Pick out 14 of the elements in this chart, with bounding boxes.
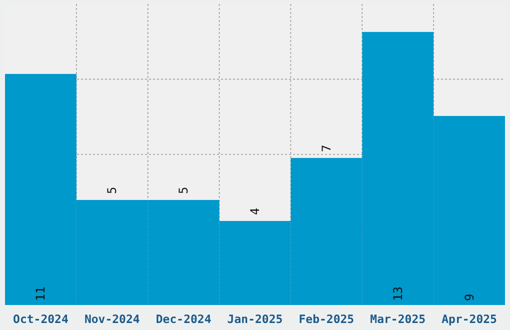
x-tick-label: Jan-2025 bbox=[227, 312, 283, 326]
data-label: 11 bbox=[34, 286, 48, 301]
x-tick-label: Feb-2025 bbox=[298, 312, 354, 326]
data-label: 5 bbox=[176, 186, 191, 194]
data-label: 7 bbox=[319, 144, 334, 152]
x-tick-label: Oct-2024 bbox=[13, 312, 68, 326]
data-label: 9 bbox=[462, 294, 476, 301]
data-label: 4 bbox=[248, 208, 262, 215]
x-tick-label: Nov-2024 bbox=[84, 312, 140, 326]
x-tick-label: Dec-2024 bbox=[156, 312, 212, 326]
x-tick-label: Apr-2025 bbox=[442, 312, 498, 326]
data-label: 13 bbox=[390, 286, 405, 301]
data-label: 5 bbox=[105, 186, 120, 194]
x-tick-label: Mar-2025 bbox=[370, 312, 426, 326]
